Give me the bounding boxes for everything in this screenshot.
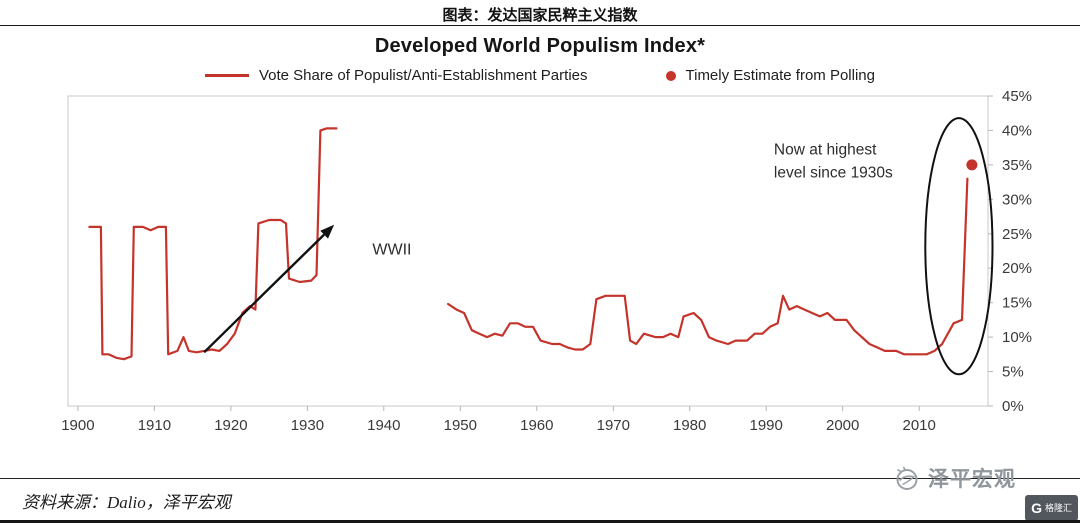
gelonghui-g-icon: G (1031, 500, 1042, 516)
x-tick-label: 1970 (597, 417, 630, 434)
populism-line (447, 177, 969, 356)
x-tick-label: 1910 (138, 417, 171, 434)
legend-item-dot: Timely Estimate from Polling (665, 67, 876, 84)
chart-title: Developed World Populism Index* (374, 35, 706, 57)
x-tick-label: 2010 (903, 417, 936, 434)
y-tick-label: 45% (1002, 88, 1032, 105)
x-tick-label: 1900 (61, 417, 94, 434)
bottom-border (0, 520, 1080, 523)
y-tick-label: 40% (1002, 122, 1032, 139)
source-note: 资料来源：Dalio，泽平宏观 (22, 493, 231, 512)
x-tick-label: 1940 (367, 417, 400, 434)
populism-line (88, 127, 338, 361)
gelonghui-text: 格隆汇 (1044, 502, 1072, 513)
legend-item-line: Vote Share of Populist/Anti-Establishmen… (204, 67, 588, 84)
highest-level-label: level since 1930s (774, 164, 893, 181)
x-tick-label: 1960 (520, 417, 553, 434)
x-tick-label: 1920 (214, 417, 247, 434)
page-title: 图表：发达国家民粹主义指数 (442, 7, 638, 24)
y-tick-label: 30% (1002, 191, 1032, 208)
chart-legend: Vote Share of Populist/Anti-Establishmen… (0, 67, 1080, 84)
zeping-logo-icon (896, 466, 918, 490)
top-divider (0, 25, 1080, 26)
footer-divider (0, 478, 1080, 479)
highest-level-label: Now at highest (774, 142, 877, 159)
y-tick-label: 10% (1002, 329, 1032, 346)
x-tick-label: 1980 (673, 417, 706, 434)
wwii-label: WWII (372, 241, 411, 258)
y-tick-label: 5% (1002, 364, 1024, 381)
y-tick-label: 0% (1002, 398, 1024, 415)
legend-line-label: Vote Share of Populist/Anti-Establishmen… (258, 67, 588, 84)
x-tick-label: 1950 (444, 417, 477, 434)
populism-chart: 0% 5% 10% 15% 20% 25% 30% 35% 40% 45% 1900 1910 1920… (61, 88, 1032, 434)
trend-arrow (203, 233, 325, 354)
plot-border (67, 95, 989, 407)
gelonghui-logo: G 格隆汇 (1025, 495, 1078, 521)
x-tick-label: 2000 (826, 417, 859, 434)
x-tick-label: 1990 (750, 417, 783, 434)
x-tick-label: 1930 (291, 417, 324, 434)
brand-watermark: 泽平宏观 (893, 463, 1016, 493)
watermark-text: 泽平宏观 (928, 468, 1016, 491)
trend-arrow-head (320, 224, 335, 239)
y-tick-label: 35% (1002, 157, 1032, 174)
dot-swatch-icon (665, 70, 676, 81)
y-tick-label: 20% (1002, 260, 1032, 277)
y-tick-label: 25% (1002, 226, 1032, 243)
highlight-ellipse (924, 117, 994, 376)
legend-dot-label: Timely Estimate from Polling (685, 67, 876, 84)
y-tick-label: 15% (1002, 295, 1032, 312)
line-swatch-icon (204, 74, 249, 77)
polling-estimate-dot (966, 159, 978, 171)
